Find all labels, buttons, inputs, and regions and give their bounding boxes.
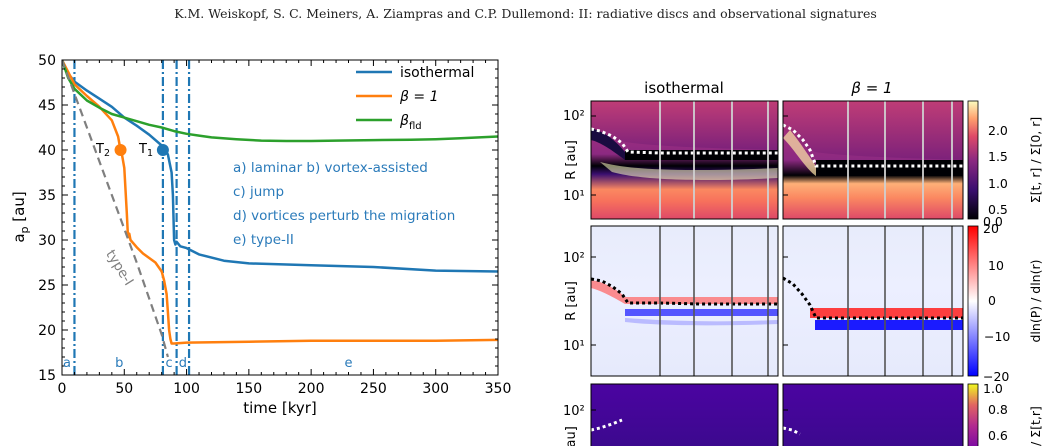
axis-ticks: 0 50 100 150 200 250 300 350 15 20 25 30 35 40 45 50	[38, 53, 511, 397]
x-tick-label-100: 100	[173, 381, 200, 397]
y-tick-label-45: 45	[38, 98, 56, 114]
legend-label-betafld: βfld	[399, 113, 422, 132]
colorbar-sigma-tick-1.0: 1.0	[988, 176, 1008, 191]
column-title-beta1: β = 1	[850, 79, 892, 97]
y-tick-label-40: 40	[38, 143, 56, 159]
y-axis-label-sub: p	[18, 226, 31, 233]
point-label-T1-sub: 1	[147, 148, 153, 159]
y-axis-label-unit: [au]	[10, 191, 28, 226]
phase-description-ab: a) laminar b) vortex-assisted	[233, 160, 428, 176]
point-label-T2-main: T	[95, 142, 104, 157]
y-tick-label-20: 20	[38, 323, 56, 339]
legend-betafld-main: β	[399, 113, 409, 129]
colorbar-pressure-label: dln(P) / dln(r)	[1028, 259, 1043, 342]
marked-points	[114, 144, 169, 156]
heatmap-y-axes: R [au] R [au] R [au] 10² 10¹ 10² 10¹ 10²	[563, 109, 788, 446]
x-tick-label-50: 50	[115, 381, 133, 397]
row2-ytick-10: 10¹	[563, 339, 585, 354]
y-tick-label-15: 15	[38, 368, 56, 384]
colorbar-ratio: 1.0 0.8 0.6 / Σ[t,r]	[967, 381, 1043, 446]
phase-lines	[73, 60, 191, 375]
series-line-isothermal	[62, 60, 498, 273]
heatmap-grid: isothermal β = 1	[563, 79, 1043, 446]
point-marker-T2	[114, 144, 127, 156]
colorbar-ratio-tick-0.8: 0.8	[988, 402, 1008, 417]
migration-chart: 0 50 100 150 200 250 300 350 15 20 25 30 35 40 45 50 ti…	[10, 53, 511, 417]
y-tick-label-30: 30	[38, 233, 56, 249]
y-axis-label: ap [au]	[10, 191, 31, 242]
colorbar-pressure: 20 10 0 −10 −20 dln(P) / dln(r)	[967, 221, 1043, 384]
colorbar-sigma-label: Σ[t, r] / Σ[0, r]	[1028, 117, 1043, 204]
colorbar-ratio-label: / Σ[t,r]	[1028, 406, 1043, 446]
column-title-isothermal: isothermal	[644, 79, 724, 97]
series-line--fld	[62, 60, 498, 143]
legend-label-beta1: β = 1	[399, 89, 438, 105]
x-tick-label-300: 300	[422, 381, 449, 397]
row2-ytick-100: 10²	[563, 251, 585, 266]
point-label-T2-sub: 2	[104, 148, 110, 159]
legend: isothermal β = 1 βfld	[356, 65, 474, 132]
running-head: K.M. Weiskopf, S. C. Meiners, A. Ziampra…	[174, 6, 877, 21]
colorbar-sigma: 2.0 1.5 1.0 0.5 0.0 Σ[t, r] / Σ[0, r]	[967, 100, 1043, 229]
legend-label-isothermal: isothermal	[400, 65, 474, 81]
phase-descriptions: a) laminar b) vortex-assisted c) jump d)…	[233, 160, 455, 248]
row3-ylabel: R [au]	[564, 426, 579, 446]
colorbar-pressure-tick-20: 20	[983, 221, 999, 236]
row3-ytick-100: 10²	[563, 404, 585, 419]
plot-frame	[61, 59, 499, 376]
x-tick-label-200: 200	[298, 381, 325, 397]
colorbar-sigma-tick-0.5: 0.5	[988, 202, 1008, 217]
colorbar-pressure-tick-neg10: −10	[984, 329, 1010, 344]
phase-letter-a: a	[63, 356, 71, 371]
x-tick-label-250: 250	[360, 381, 387, 397]
heatmap-sigma-isothermal	[590, 100, 779, 220]
point-label-T2: T2	[95, 142, 110, 159]
heatmap-ratio-isothermal	[590, 383, 779, 446]
heatmap-sigma-beta1	[782, 100, 964, 220]
y-tick-label-50: 50	[38, 53, 56, 69]
x-tick-label-150: 150	[235, 381, 262, 397]
row1-ylabel: R [au]	[564, 140, 579, 180]
colorbar-ratio-tick-1.0: 1.0	[983, 381, 1003, 396]
phase-description-c: c) jump	[233, 184, 284, 200]
row1-ytick-100: 10²	[563, 109, 585, 124]
colorbar-sigma-tick-2.0: 2.0	[988, 123, 1008, 138]
point-label-T1-main: T	[138, 142, 147, 157]
x-tick-label-0: 0	[58, 381, 67, 397]
heatmap-pressure-beta1	[782, 225, 964, 377]
series-line--1	[62, 60, 498, 345]
legend-betafld-sub: fld	[409, 121, 422, 132]
row2-ylabel: R [au]	[564, 281, 579, 321]
colorbar-sigma-tick-1.5: 1.5	[988, 149, 1008, 164]
plot-area	[62, 60, 498, 375]
series	[62, 60, 498, 358]
x-axis-label: time [kyr]	[243, 399, 317, 417]
row1-ytick-10: 10¹	[563, 189, 585, 204]
y-tick-label-35: 35	[38, 188, 56, 204]
heatmap-pressure-isothermal	[590, 225, 779, 377]
series-line-type-i	[62, 60, 169, 358]
colorbar-pressure-tick-neg20: −20	[983, 369, 1009, 384]
colorbar-pressure-tick-0: 0	[988, 293, 996, 308]
y-axis-label-main: a	[10, 233, 28, 242]
y-tick-label-25: 25	[38, 278, 56, 294]
heatmap-ratio-beta1	[782, 383, 964, 446]
colorbar-pressure-tick-10: 10	[988, 258, 1004, 273]
colorbar-sigma-tick-0.0: 0.0	[983, 214, 1003, 229]
phase-letter-b: b	[115, 356, 123, 371]
phase-letter-c: c	[166, 356, 173, 371]
phase-description-d: d) vortices perturb the migration	[233, 208, 455, 224]
phase-letter-e: e	[345, 356, 353, 371]
phase-description-e: e) type-II	[233, 232, 294, 248]
phase-letter-d: d	[179, 356, 187, 371]
x-tick-label-350: 350	[485, 381, 512, 397]
point-marker-T1	[156, 144, 169, 156]
point-label-T1: T1	[138, 142, 153, 159]
colorbar-ratio-tick-0.6: 0.6	[988, 428, 1008, 443]
